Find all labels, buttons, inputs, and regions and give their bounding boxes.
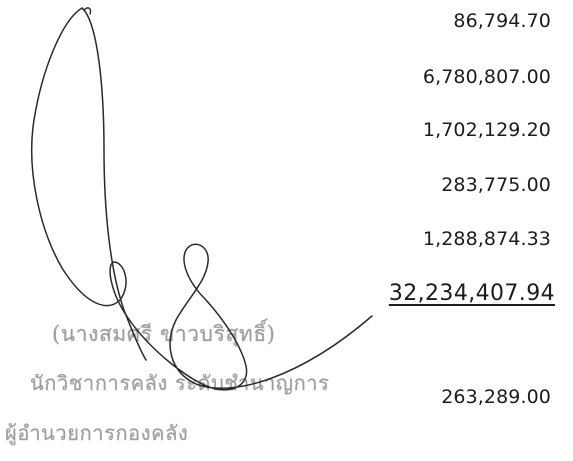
amount-row-5: 1,288,874.33 <box>422 228 551 250</box>
stamp-role: ผู้อำนวยการกองคลัง <box>5 421 189 445</box>
amount-row-1: 86,794.70 <box>453 10 551 32</box>
total-amount: 32,234,407.94 <box>388 281 555 306</box>
amount-row-2: 6,780,807.00 <box>422 66 551 88</box>
stamp-name: (นางสมศรี ขาวบริสุทธิ์) <box>52 322 276 346</box>
amount-after-total: 263,289.00 <box>441 386 551 408</box>
amount-row-3: 1,702,129.20 <box>422 119 551 141</box>
stamp-position: นักวิชาการคลัง ระดับชำนาญการ <box>30 371 330 395</box>
amount-row-4: 283,775.00 <box>441 174 551 196</box>
